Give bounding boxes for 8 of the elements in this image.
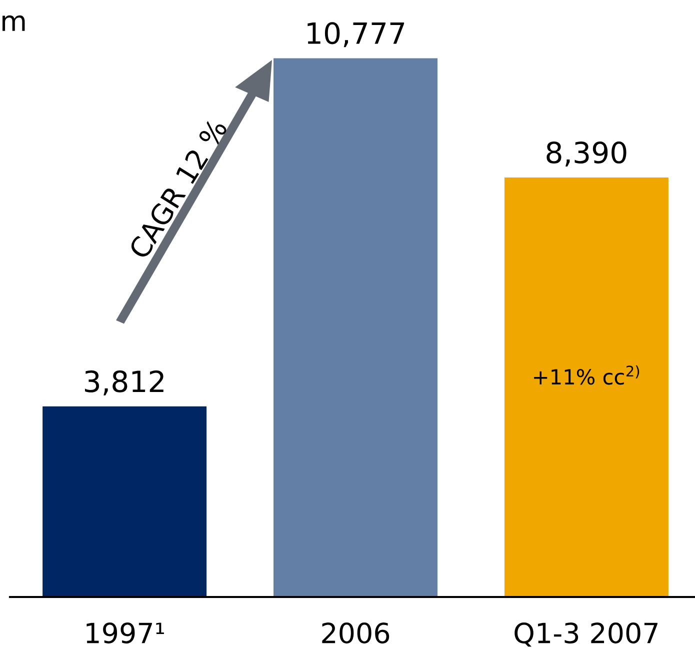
data-label: 8,390: [546, 141, 626, 167]
x-tick-label: Q1-3 2007: [514, 622, 658, 647]
data-label: 3,812: [85, 370, 164, 396]
data-label: 10,777: [308, 22, 404, 48]
x-tick-label: 2006: [322, 622, 390, 644]
chart-title: m: [2, 15, 25, 31]
annotation: +11% cc$^{2)}$: [534, 365, 640, 385]
x-tick-label: 1997¹: [86, 622, 164, 644]
